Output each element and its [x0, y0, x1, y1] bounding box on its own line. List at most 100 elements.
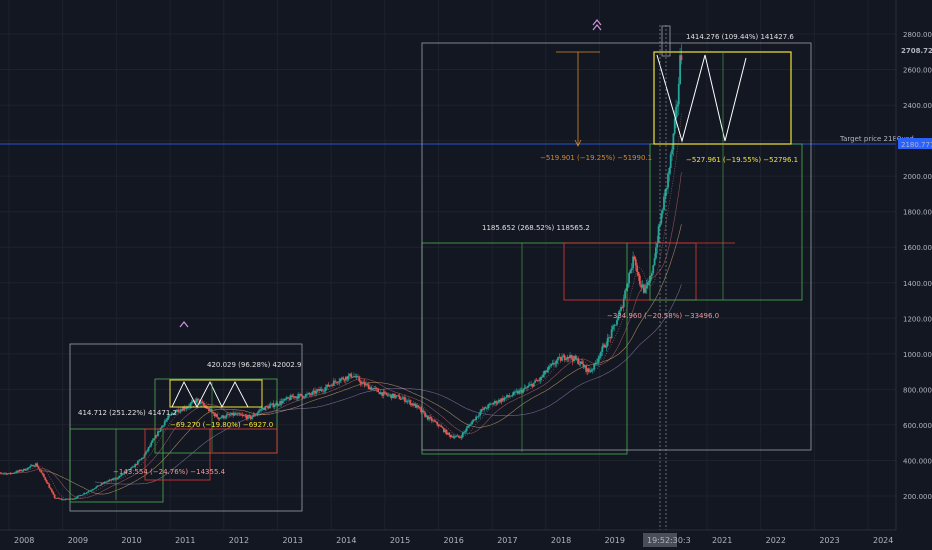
candle-body	[469, 424, 472, 426]
candle-body	[261, 407, 264, 410]
candle-body	[657, 226, 660, 243]
candle-body	[432, 420, 435, 422]
x-tick-label: 2017	[497, 536, 517, 545]
candle-body	[363, 382, 366, 386]
candle-body	[516, 391, 519, 394]
candle-body	[433, 420, 436, 422]
label-orange-drop: −519.901 (−19.25%) −51990.1	[540, 154, 652, 162]
candle-body	[553, 362, 555, 365]
candle-body	[335, 381, 338, 383]
double-up-arrow-icon[interactable]	[592, 19, 602, 31]
candle-body	[311, 391, 314, 395]
candle-body	[71, 498, 73, 500]
candle-body	[289, 395, 292, 400]
candle-body	[653, 258, 656, 266]
candle-body	[620, 306, 622, 311]
candle-body	[87, 491, 90, 493]
candle-body	[370, 387, 373, 390]
candle-body	[288, 398, 291, 400]
last-price-value: 2708.720	[901, 47, 932, 55]
candle-body	[173, 413, 175, 414]
label-2017-rise: 1185.652 (268.52%) 118565.2	[482, 224, 590, 232]
zigzag-2011	[171, 380, 249, 409]
candle-body	[410, 403, 413, 405]
box-2009-range[interactable]	[69, 343, 303, 512]
candle-body	[457, 435, 460, 438]
candle-body	[602, 344, 605, 347]
candle-body	[110, 479, 112, 481]
candle-body	[96, 485, 99, 487]
candle-body	[145, 451, 147, 455]
target-price-label: Target price 2180usd	[839, 135, 914, 143]
candle-body	[479, 412, 482, 416]
candle-body	[123, 472, 126, 474]
candle-body	[183, 407, 186, 410]
candle-body	[523, 387, 526, 390]
candle-body	[33, 465, 36, 467]
up-arrow-icon[interactable]	[179, 321, 189, 328]
candle-body	[229, 414, 232, 416]
candle-body	[166, 418, 169, 420]
candle-body	[277, 404, 280, 406]
zigzag-2020	[656, 54, 747, 143]
candle-body	[52, 491, 55, 495]
candle-body	[503, 397, 506, 401]
candle-body	[665, 187, 668, 190]
box-2010-red[interactable]	[144, 428, 211, 481]
candle-body	[147, 447, 150, 451]
candle-body	[138, 460, 141, 462]
candle-body	[570, 355, 573, 359]
candle-body	[514, 391, 516, 393]
candle-body	[218, 418, 221, 420]
candle-body	[640, 284, 643, 288]
box-2020-yellow[interactable]	[653, 51, 792, 145]
box-2011-yellow[interactable]	[169, 379, 263, 408]
candle-body	[542, 374, 545, 378]
candle-body	[170, 413, 173, 415]
selection-box[interactable]	[661, 25, 671, 57]
candle-body	[406, 400, 409, 402]
candle-body	[302, 395, 304, 398]
candle-body	[408, 400, 410, 402]
candle-body	[83, 493, 86, 495]
candle-body	[273, 405, 276, 407]
candle-body	[606, 338, 609, 346]
candle-body	[591, 369, 594, 371]
candle-body	[221, 415, 224, 418]
candle-body	[65, 498, 68, 500]
y-tick-label: 600.000	[903, 422, 932, 430]
candle-body	[624, 290, 626, 299]
candle-body	[405, 401, 408, 402]
candle-body	[377, 389, 380, 393]
candle-body	[291, 395, 294, 398]
x-tick-label: 2012	[229, 536, 249, 545]
candle-body	[131, 466, 134, 468]
candle-body	[506, 395, 508, 398]
candle-body	[342, 377, 345, 380]
x-axis[interactable]: 2008 2009 2010 2011 2012 2013 2014 2015 2016 2017…	[14, 536, 893, 545]
candle-body	[629, 270, 632, 274]
candle-body	[366, 384, 369, 385]
candle-body	[84, 493, 87, 494]
box-2011-red[interactable]	[209, 428, 278, 454]
candle-body	[200, 401, 202, 404]
candle-body	[174, 411, 177, 414]
candle-body	[28, 467, 31, 468]
candle-body	[559, 356, 562, 361]
candle-body	[94, 488, 96, 490]
candle-body	[401, 398, 404, 400]
candle-body	[268, 405, 271, 409]
candle-body	[471, 421, 473, 425]
candle-body	[426, 415, 429, 420]
box-2009-green[interactable]	[69, 428, 164, 503]
candle-body	[373, 388, 375, 389]
box-2016-white[interactable]	[421, 42, 812, 451]
candle-body	[1, 473, 4, 475]
candle-body	[467, 425, 469, 428]
candle-body	[209, 409, 212, 412]
x-tick-label: 2018	[551, 536, 571, 545]
candle-body	[116, 478, 119, 479]
candle-body	[149, 445, 151, 448]
